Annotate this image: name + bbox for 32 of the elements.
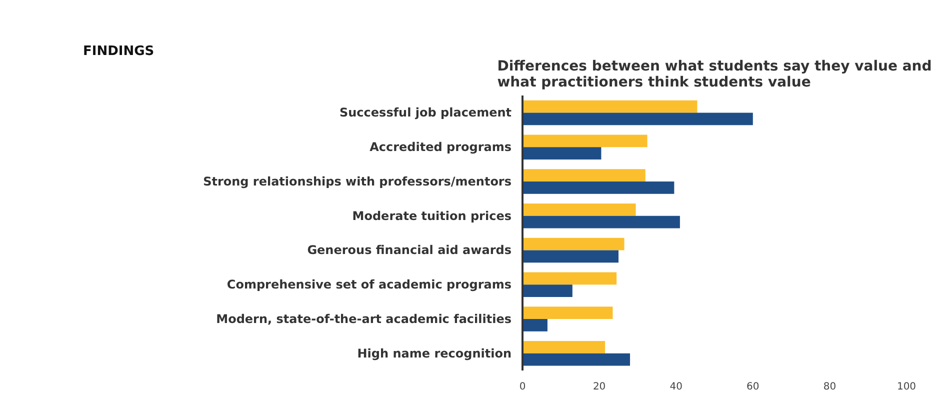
y-tick-label: Generous financial aid awards: [307, 243, 512, 258]
y-tick-label: Comprehensive set of academic programs: [226, 278, 512, 292]
bar: [522, 340, 606, 354]
bar: [522, 100, 698, 113]
x-tick-label: 100: [896, 382, 916, 392]
bar: [522, 306, 613, 319]
y-tick-label: Successful job placement: [340, 106, 512, 120]
y-tick-label: Moderate tuition prices: [352, 208, 512, 223]
bar: [522, 238, 624, 250]
chart-title: Differences between what students say they value and what practitioners think students value: [497, 58, 932, 90]
bar: [522, 134, 648, 148]
y-tick-label: Accredited programs: [370, 140, 512, 154]
bar: [522, 284, 572, 297]
bar: [522, 112, 753, 126]
x-tick-label: 40: [670, 382, 682, 392]
y-tick-label: High name recognition: [357, 346, 512, 360]
y-tick-label: Modern, state-of-the-art academic facilities: [216, 312, 512, 326]
y-tick-label: Strong relationships with professors/mentors: [203, 174, 512, 188]
bar: [522, 318, 548, 332]
bar: [522, 353, 630, 366]
x-tick-label: 60: [746, 382, 760, 392]
bar: [522, 250, 618, 263]
bar: [522, 272, 617, 285]
bar: [522, 216, 680, 228]
x-tick-label: 0: [519, 382, 526, 392]
bar: [522, 181, 674, 194]
x-tick-label: 20: [592, 382, 606, 392]
text: FINDINGS: [83, 43, 154, 61]
bar: [522, 169, 646, 182]
bar: [522, 147, 602, 160]
x-tick-label: 80: [823, 382, 836, 392]
bar: [522, 203, 636, 216]
